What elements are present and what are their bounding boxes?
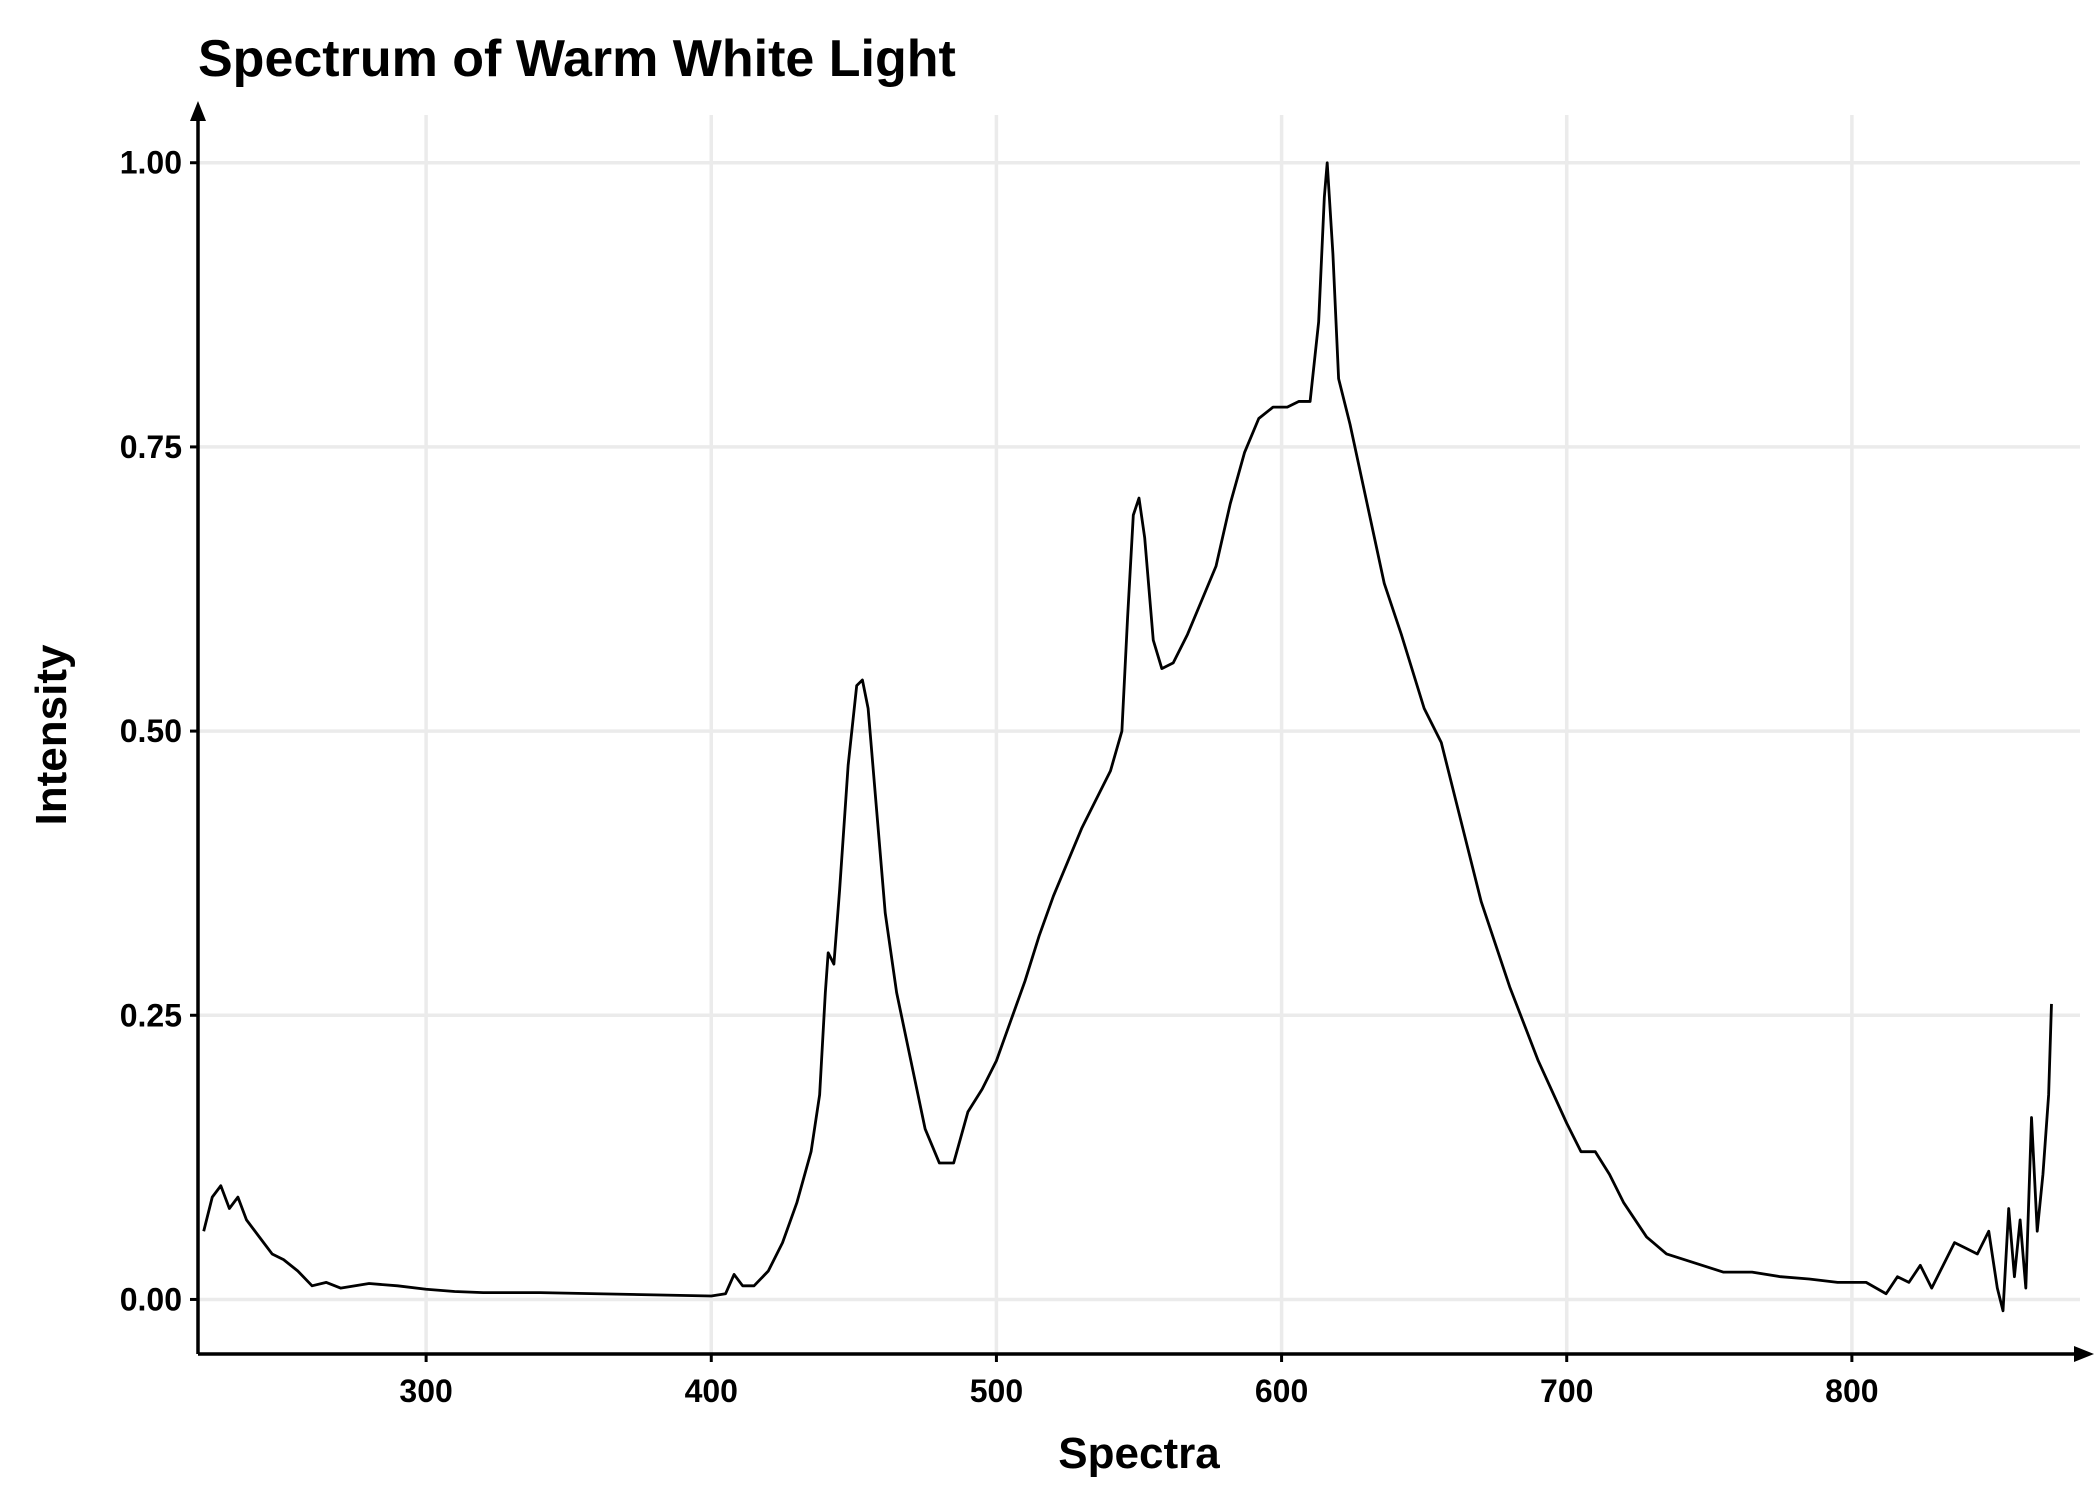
x-axis-title: Spectra: [1058, 1429, 1220, 1478]
chart-title: Spectrum of Warm White Light: [198, 30, 956, 88]
y-tick-label: 0.25: [120, 997, 182, 1033]
y-tick-label: 0.75: [120, 429, 182, 465]
y-tick-label: 0.50: [120, 713, 182, 749]
x-tick-label: 400: [685, 1373, 738, 1409]
y-axis-arrow: [190, 101, 206, 121]
y-tick-label: 1.00: [120, 145, 182, 181]
y-tick-label: 0.00: [120, 1281, 182, 1317]
x-tick-label: 700: [1540, 1373, 1593, 1409]
x-tick-label: 800: [1825, 1373, 1878, 1409]
x-axis-arrow: [2074, 1346, 2094, 1362]
spectrum-line: [202, 161, 2053, 1313]
x-tick-label: 500: [970, 1373, 1023, 1409]
x-tick-label: 300: [399, 1373, 452, 1409]
x-tick-label: 600: [1255, 1373, 1308, 1409]
y-axis-title: Intensity: [27, 644, 76, 825]
